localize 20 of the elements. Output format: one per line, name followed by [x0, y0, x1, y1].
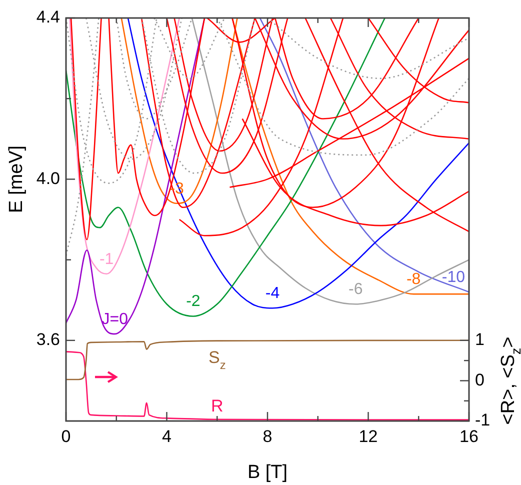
series-label: -8	[406, 271, 421, 288]
y2-axis-title: <R>, <Sz>	[498, 336, 521, 425]
y2-tick-label: 1	[475, 330, 484, 350]
x-axis-title: B [T]	[247, 462, 288, 483]
y2-tick-label: 0	[475, 370, 484, 390]
x-tick-label: 4	[162, 426, 172, 446]
x-tick-label: 12	[358, 426, 378, 446]
y-tick-label: 4.0	[36, 168, 60, 188]
series-label: -1	[99, 250, 114, 268]
series-label: J=0	[102, 310, 128, 328]
x-tick-label: 8	[262, 426, 272, 446]
y-tick-label: 4.4	[36, 8, 60, 27]
series-label: R	[210, 396, 224, 416]
x-tick-label: 0	[61, 426, 71, 446]
series-label: -6	[348, 281, 363, 298]
series-label: -2	[186, 293, 200, 310]
y-tick-label: 3.6	[36, 330, 60, 350]
series-label: -10	[442, 269, 466, 286]
y-axis-title: E [meV]	[6, 145, 27, 213]
series-label: -4	[265, 285, 280, 302]
